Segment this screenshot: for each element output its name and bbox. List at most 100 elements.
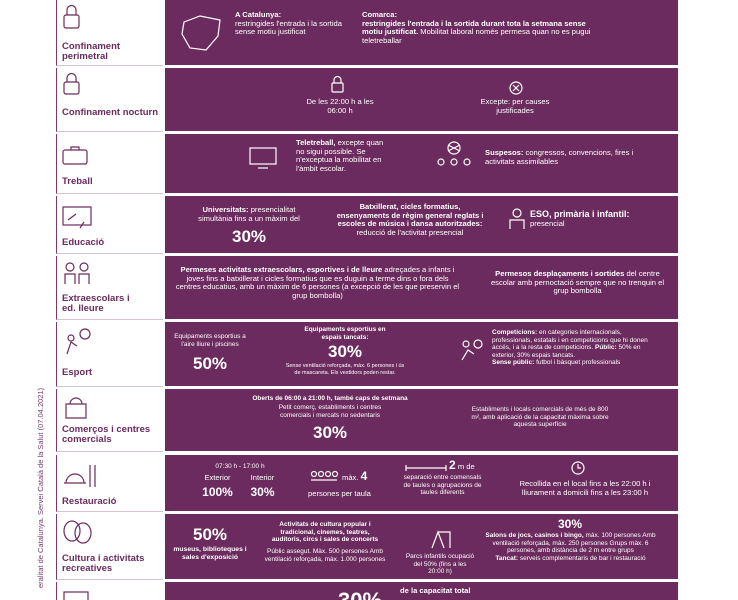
text: Excepte: per causes justificades: [480, 97, 550, 115]
text: futbol i bàsquet professionals: [536, 359, 621, 366]
icon-stroke: [447, 144, 461, 152]
number: 4: [360, 469, 368, 483]
icon-stroke: [62, 149, 88, 165]
text: Exterior: [204, 473, 231, 482]
icon-stroke: [65, 397, 87, 419]
icon-stroke: [74, 522, 92, 544]
text: Establiments i locals comercials de més …: [471, 406, 609, 428]
row-label: Comerços i centres comercials: [62, 424, 151, 445]
text: excepte quan no sigui possible. Se n'exc…: [296, 138, 384, 173]
bold-text: Permesos desplaçaments i sortides: [495, 269, 625, 278]
masks-icon: [63, 520, 92, 544]
row-label: Extraescolars i ed. lleure: [62, 293, 130, 314]
icon-stroke: [333, 75, 342, 83]
text-block: Salons de jocs, casinos i bingo, màx. 10…: [478, 532, 663, 562]
row-label: Confinament nocturn: [62, 107, 159, 118]
row-label: Treball: [62, 176, 93, 187]
text: Recollida en el local fins a les 22:00 h…: [519, 479, 651, 497]
text: Parcs infantils ocupació del 50% (fins a…: [405, 553, 475, 575]
text-block: Teletreball, excepte quan no sigui possi…: [296, 138, 391, 173]
source-note: eralitat de Catalunya. Servei Català de …: [36, 387, 45, 588]
row-panel: [165, 455, 678, 511]
text-block: Batxillerat, cicles formatius, ensenyame…: [335, 202, 485, 237]
bold-text: Equipaments esportius en espais tancats:: [304, 326, 386, 341]
row-label: Esport: [62, 367, 93, 378]
icon-stroke: [63, 81, 80, 95]
big-percent: 50%: [192, 525, 228, 544]
text-block: Permeses activitats extraescolars, espor…: [175, 265, 460, 300]
bold-text: Oberts de 06:00 a 21:00 h, també caps de…: [252, 395, 408, 402]
icon-stroke: [66, 4, 77, 15]
row-label: Restauració: [62, 496, 117, 507]
sport-icon: [66, 328, 91, 355]
text: presencial: [530, 218, 565, 228]
text: màx.: [342, 473, 359, 482]
text: reducció de l'activitat presencial: [356, 227, 464, 237]
row-cell: [56, 68, 163, 132]
children-icon: [64, 262, 90, 284]
bold-text: Comarca:: [362, 10, 398, 19]
bold-text: Universitats:: [202, 205, 249, 214]
row-icon: [63, 591, 89, 600]
icon-stroke: [405, 465, 447, 471]
text: en categories internacionals, profession…: [492, 329, 648, 351]
row-cell: [56, 514, 163, 580]
briefcase-icon: [62, 146, 88, 165]
bold-text: Permeses activitats extraescolars, espor…: [180, 265, 383, 274]
icon-stroke: [79, 262, 89, 272]
icon-stroke: [317, 470, 325, 478]
screen-icon: [249, 147, 277, 169]
icon-stroke: [66, 341, 78, 355]
bold-text: Salons de jocs, casinos i bingo,: [485, 532, 584, 539]
row-panel: [165, 68, 678, 131]
icon-stroke: [63, 520, 81, 542]
row-cell: [56, 582, 163, 600]
icon-stroke: [437, 158, 445, 166]
bold-text: Sense públic:: [492, 359, 535, 366]
icon-stroke: [63, 14, 80, 29]
icon-stroke: [577, 464, 581, 469]
icon-stroke: [62, 206, 92, 226]
row-cell: [56, 322, 163, 387]
row-panel: [165, 322, 678, 386]
number: 2: [449, 458, 456, 472]
big-percent: 30%: [231, 227, 267, 246]
icon-stroke: [431, 530, 451, 549]
text: Públic assegut. Màx. 500 persones Amb ve…: [264, 548, 386, 563]
group-icon: [437, 141, 471, 166]
shop-icon: [65, 397, 87, 419]
icon-stroke: [67, 213, 85, 229]
text-block: A Catalunya: restringides l'entrada i la …: [235, 10, 355, 37]
big-percent: 30%: [327, 342, 363, 361]
icon-stroke: [462, 340, 470, 348]
text: Sense ventilació reforçada, màx. 6 perso…: [285, 363, 405, 376]
row-label: Cultura i activitats recreatives: [62, 553, 145, 574]
text-block: 2 m de: [449, 459, 509, 472]
icon-stroke: [509, 81, 523, 95]
bold-text: Teletreball,: [296, 138, 336, 147]
row-cell: [56, 455, 163, 512]
athlete-icon: [461, 339, 483, 361]
icon-stroke: [70, 146, 80, 150]
bold-text: restringides l'entrada i la sortida dura…: [362, 18, 586, 37]
playground-icon: [431, 530, 451, 549]
icon-stroke: [64, 273, 90, 284]
icon-stroke: [461, 349, 475, 361]
text: serveis complementaris de bar i restaura…: [519, 554, 646, 562]
icon-stroke: [447, 141, 461, 155]
text: separació entre comensals de taules o ag…: [403, 474, 482, 496]
text: 50% en exterior, 30% espais tancats.: [492, 344, 641, 359]
row-label: Educació: [62, 237, 105, 248]
big-percent: 30%: [312, 423, 348, 442]
row-panel: [165, 196, 678, 253]
row-cell: [56, 0, 163, 66]
percent: 100%: [202, 485, 233, 499]
text-block: màx. 4: [342, 470, 382, 483]
bold-text: ESO, primària i infantil:: [530, 209, 630, 219]
bold-text: museus, biblioteques i sales d'exposició: [173, 546, 247, 561]
text: Equipaments esportius a l'aire lliure i …: [174, 333, 246, 348]
icon-stroke: [64, 465, 96, 487]
text-block: Suspesos: congressos, convencions, fires…: [485, 148, 635, 166]
text: Petit comerç, establiments i centres com…: [278, 404, 382, 419]
